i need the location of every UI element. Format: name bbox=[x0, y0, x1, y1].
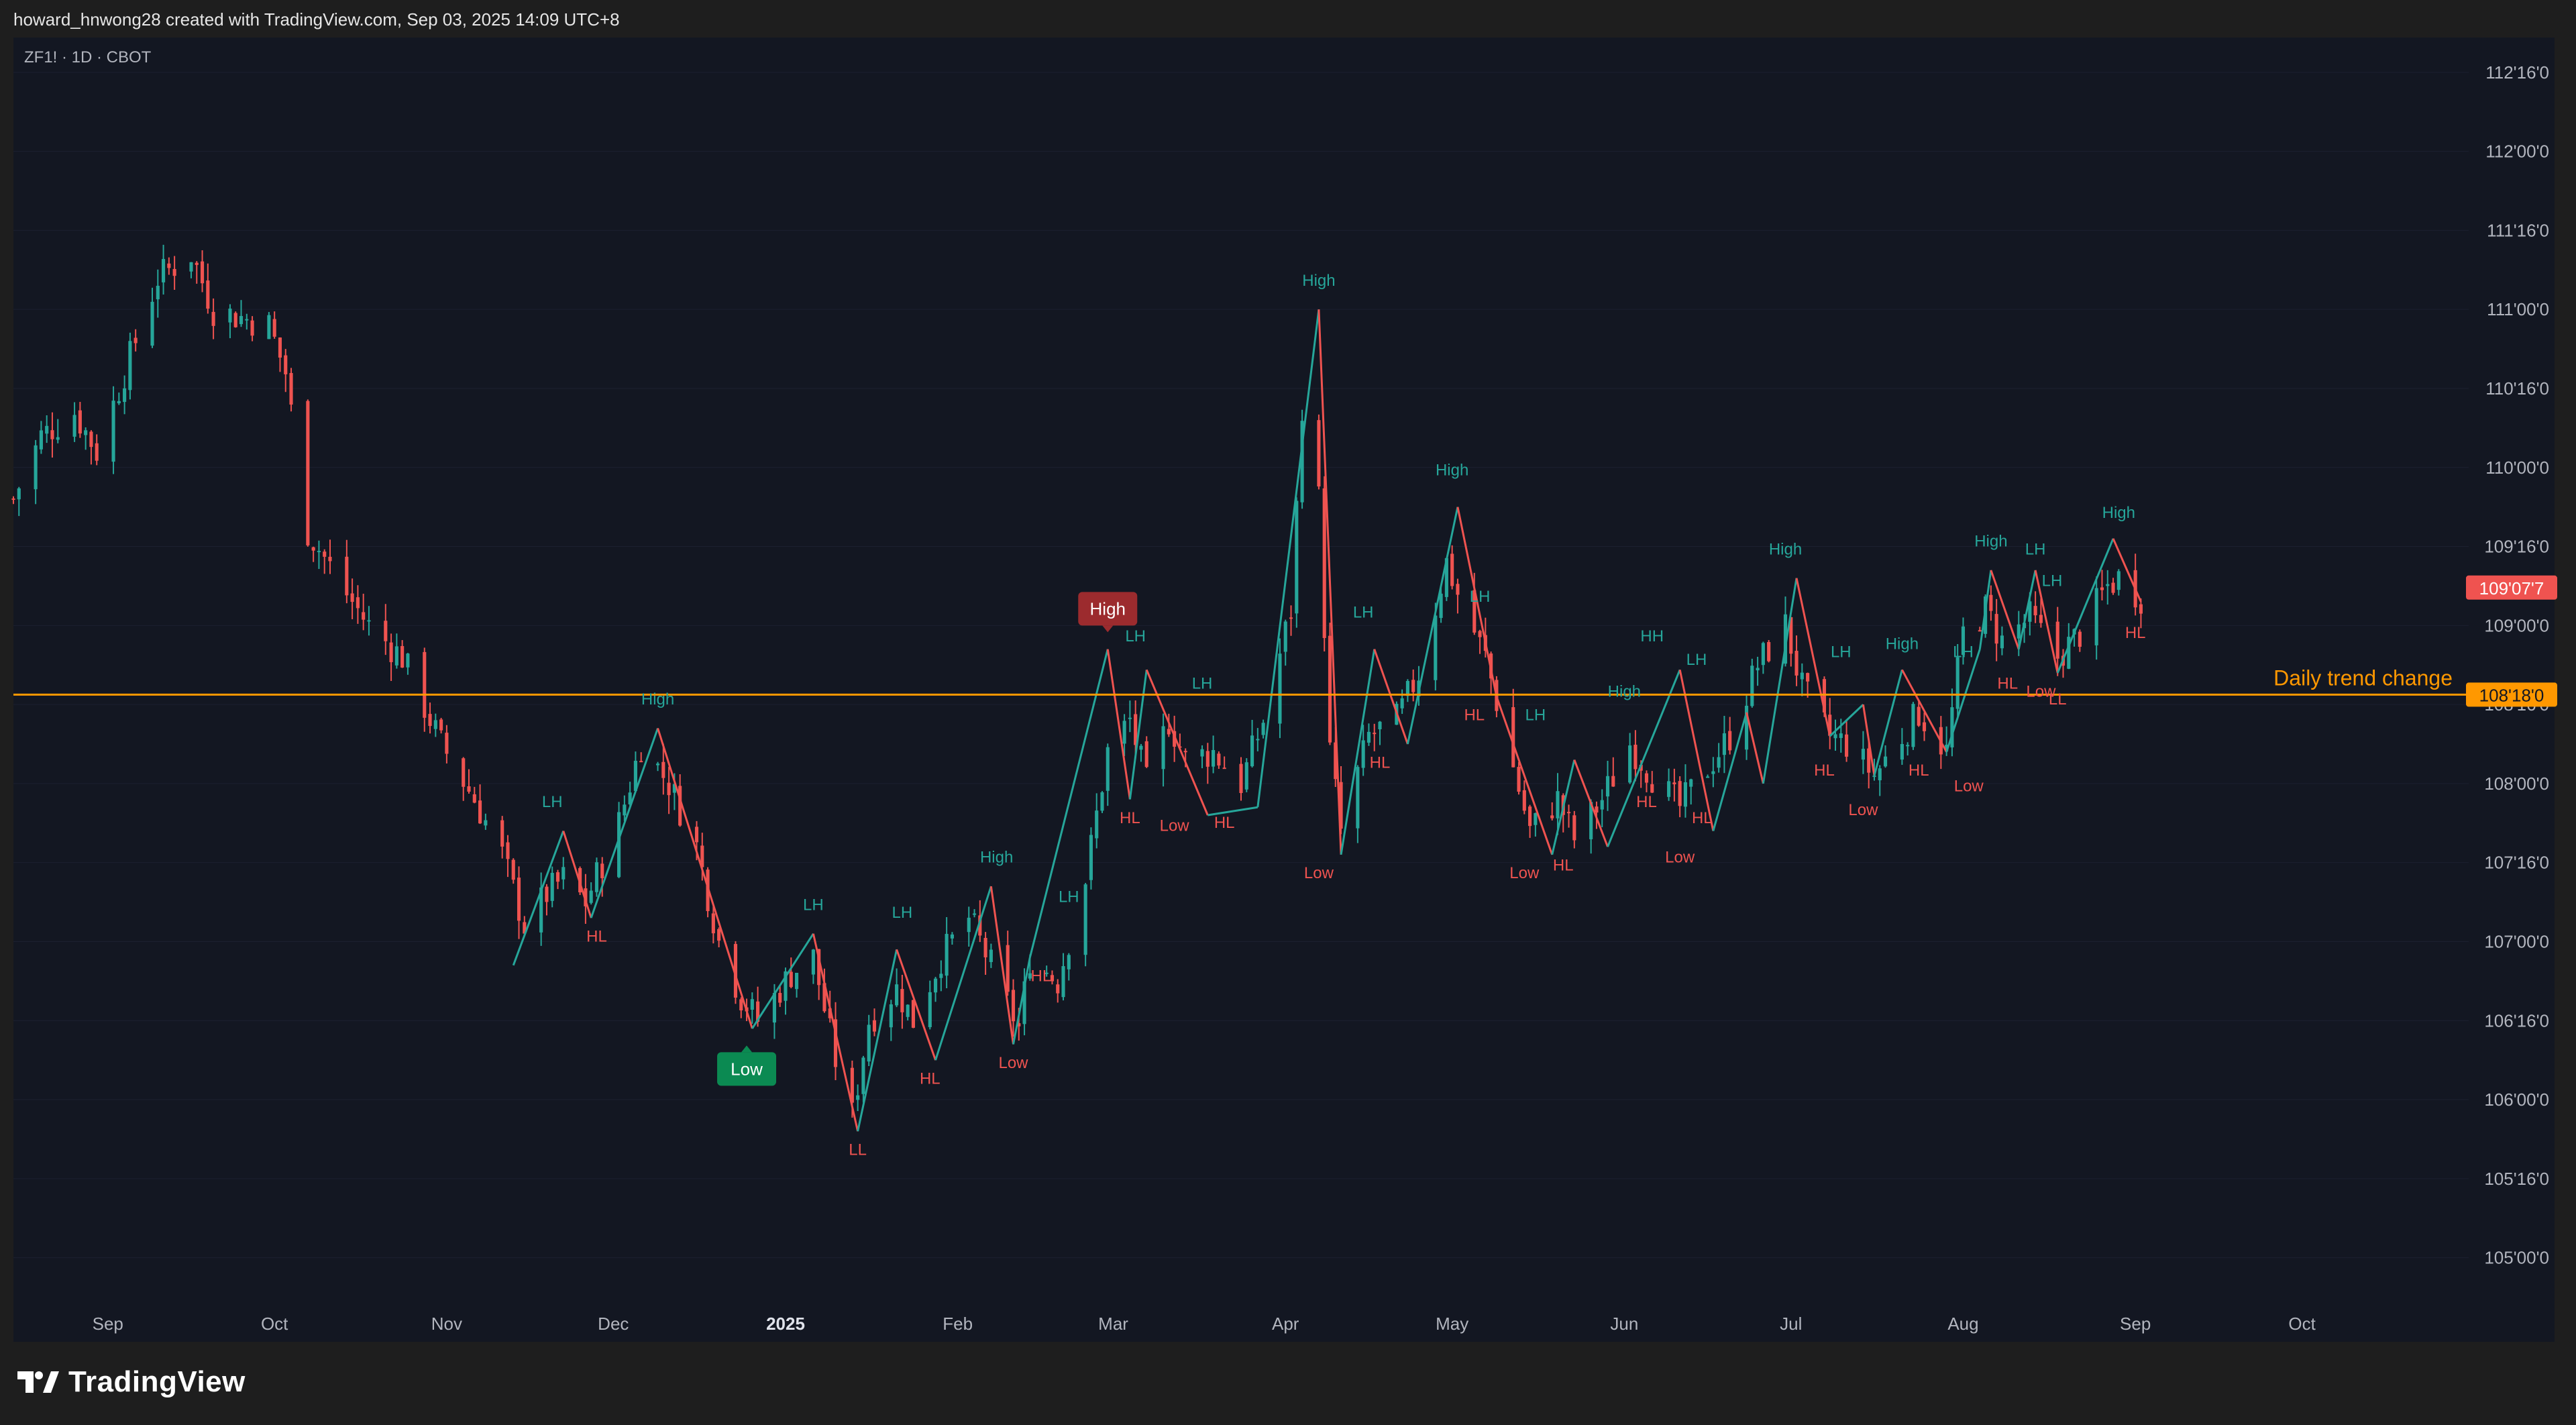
brand-name: TradingView bbox=[68, 1365, 246, 1398]
tradingview-logo-icon bbox=[17, 1371, 59, 1393]
top-bar: howard_hnwong28 created with TradingView… bbox=[0, 0, 2576, 38]
tradingview-logo[interactable]: TradingView bbox=[16, 1363, 246, 1401]
snapshot-credit: howard_hnwong28 created with TradingView… bbox=[13, 9, 620, 30]
chart-panel[interactable] bbox=[13, 38, 2555, 1342]
footer bbox=[0, 1342, 2576, 1425]
symbol-legend: ZF1! · 1D · CBOT bbox=[24, 48, 152, 66]
